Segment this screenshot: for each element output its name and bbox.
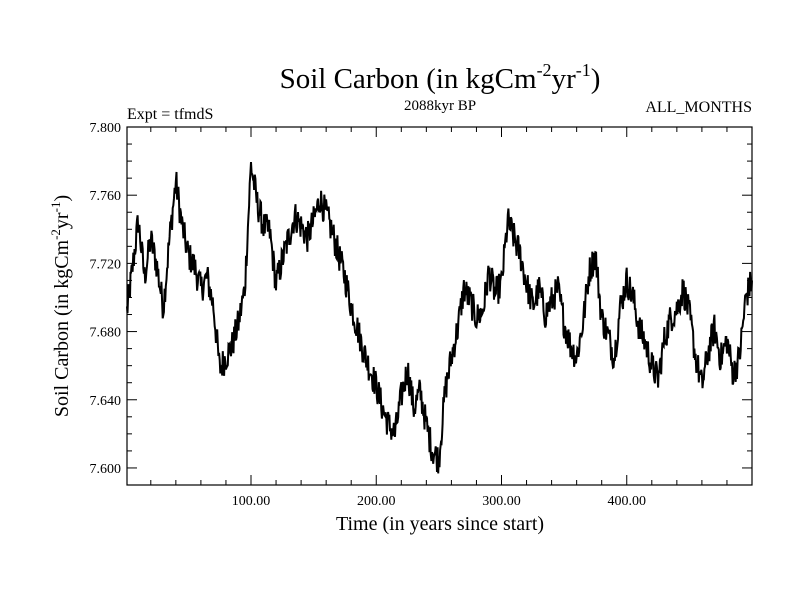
x-axis-label: Time (in years since start): [336, 513, 544, 535]
chart-title: Soil Carbon (in kgCm-2yr-1): [280, 60, 601, 95]
experiment-label: Expt = tfmdS: [127, 106, 213, 123]
series-line-soil-carbon: [126, 162, 753, 474]
plot-frame: [126, 126, 753, 486]
y-axis: 7.600 7.640 7.680 7.720 7.760 7.800: [90, 121, 752, 486]
months-label: ALL_MONTHS: [645, 99, 752, 116]
y-tick-label: 7.640: [90, 394, 122, 409]
x-tick-label: 300.00: [482, 494, 521, 509]
y-tick-label: 7.760: [90, 189, 122, 204]
x-axis: 100.00 200.00 300.00 400.00: [150, 127, 728, 509]
x-tick-label: 200.00: [357, 494, 396, 509]
x-tick-label: 400.00: [607, 494, 646, 509]
y-tick-label: 7.680: [90, 326, 122, 341]
y-axis-label: Soil Carbon (in kgCm-2yr-1): [48, 195, 73, 417]
chart-subtitle: 2088kyr BP: [404, 98, 476, 114]
y-tick-label: 7.800: [90, 121, 122, 136]
y-tick-label: 7.720: [90, 257, 122, 272]
x-tick-label: 100.00: [232, 494, 271, 509]
y-tick-label: 7.600: [90, 462, 122, 477]
